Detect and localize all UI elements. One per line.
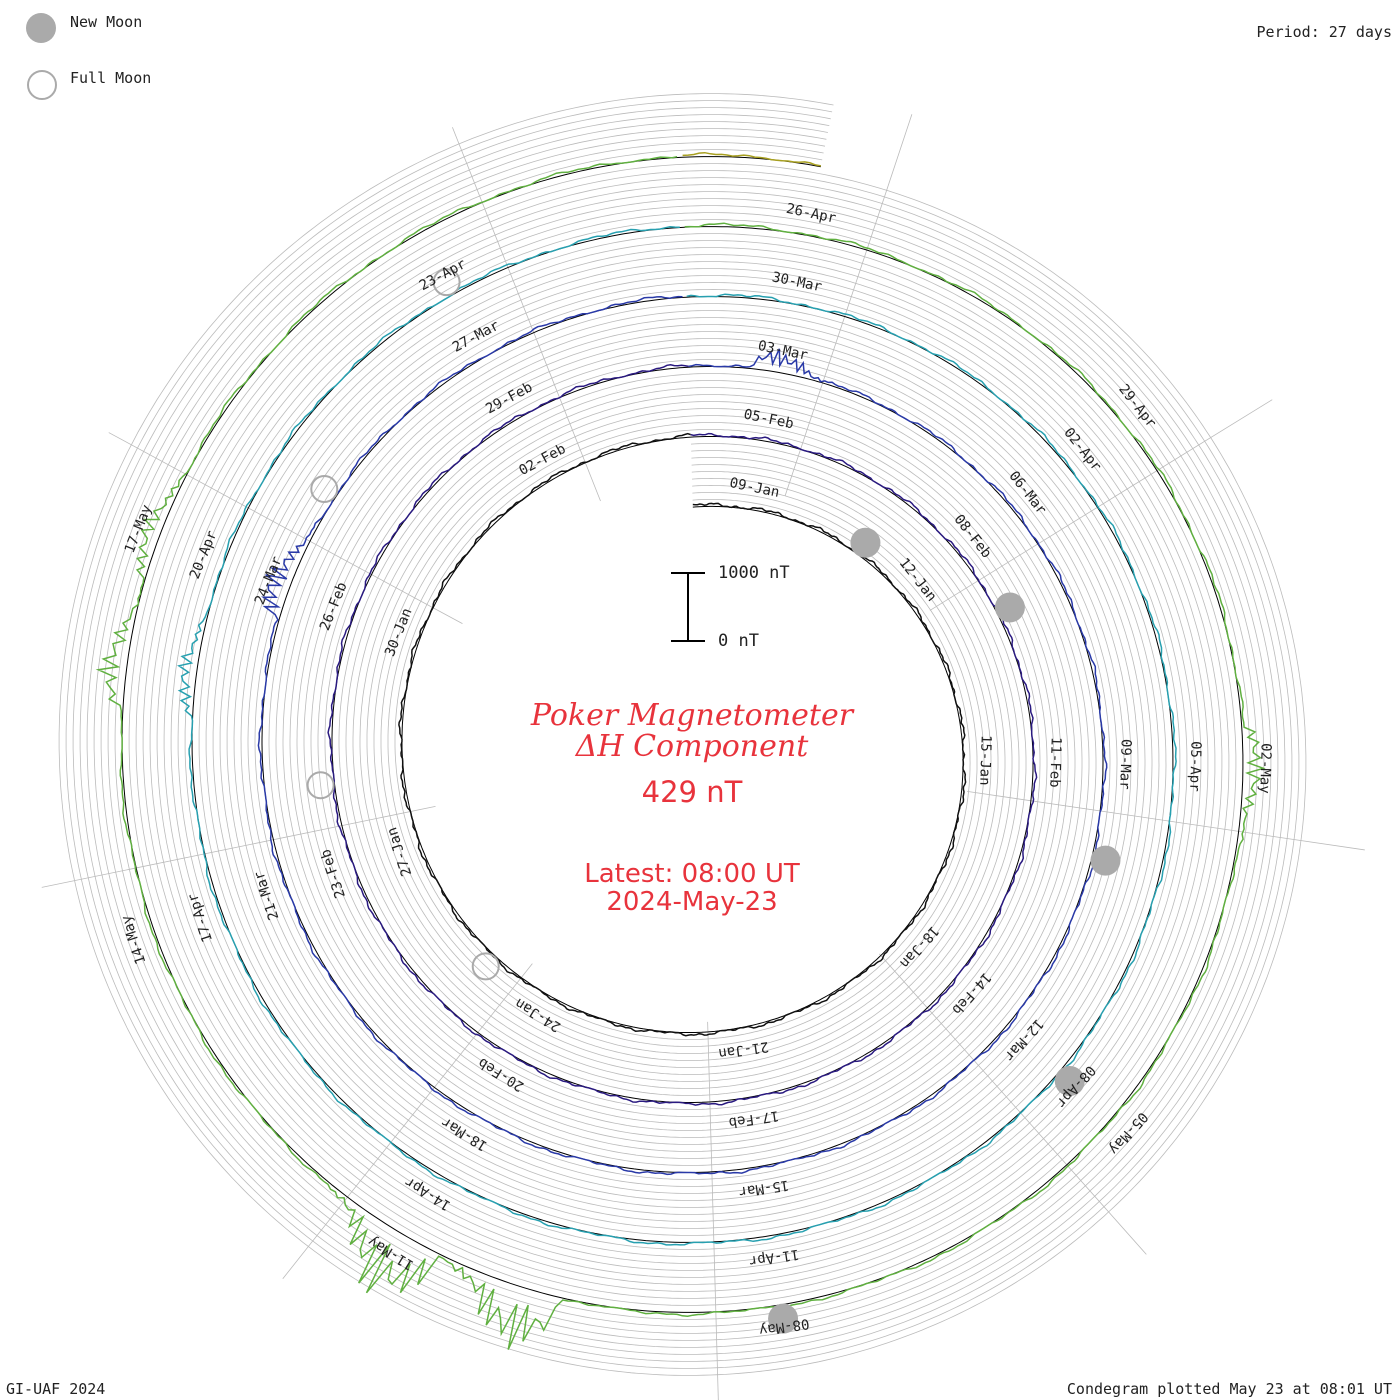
date-tick-label: 02-Feb: [516, 441, 568, 479]
legend-new-moon-label: New Moon: [70, 13, 143, 31]
grid-ring: [72, 107, 1293, 1362]
date-tick-label: 09-Jan: [728, 475, 781, 501]
radial-spoke: [784, 114, 913, 496]
radial-spoke: [282, 963, 533, 1280]
date-tick-label: 17-Apr: [185, 891, 216, 944]
chart-title-line2: ΔH Component: [575, 729, 809, 764]
footer-credit: GI-UAF 2024: [6, 1380, 106, 1398]
date-tick-label: 17-Feb: [728, 1107, 780, 1130]
date-tick-label: 05-Apr: [1186, 741, 1203, 792]
radial-spoke: [879, 953, 1147, 1255]
chart-title: Poker Magnetometer ΔH Component: [392, 700, 992, 762]
footer-plotted-time: Condegram plotted May 23 at 08:01 UT: [1066, 1380, 1392, 1398]
trace-segment: [398, 432, 967, 1037]
date-tick-label: 21-Mar: [251, 869, 282, 922]
date-tick-label: 23-Apr: [417, 256, 469, 294]
date-tick-label: 05-Feb: [742, 406, 795, 432]
grid-ring: [93, 128, 1272, 1341]
date-tick-label: 30-Mar: [771, 269, 824, 295]
new-moon-marker: [994, 592, 1025, 623]
date-tick-label: 27-Mar: [450, 318, 502, 356]
full-moon-marker: [306, 771, 335, 800]
current-value: 429 nT: [641, 775, 743, 809]
trace-segment: [177, 225, 1177, 1246]
date-tick-label: 23-Feb: [318, 847, 349, 900]
date-tick-label: 26-Feb: [317, 580, 351, 633]
radial-spoke: [929, 399, 1273, 611]
latest-date: 2024-May-23: [606, 887, 778, 917]
date-tick-label: 24-Mar: [252, 554, 286, 607]
date-tick-label: 06-Mar: [1005, 468, 1049, 518]
data-trace: [95, 151, 1266, 1350]
date-tick-label: 15-Jan: [976, 735, 993, 786]
trace-segment: [327, 364, 1038, 1106]
date-tick-label: 20-Apr: [187, 528, 221, 581]
trace-segment: [682, 151, 822, 167]
full-moon-marker: [471, 952, 500, 981]
grid-ring: [100, 135, 1265, 1334]
new-moon-marker: [850, 527, 881, 558]
scale-bar: [671, 572, 705, 642]
date-tick-label: 08-May: [758, 1315, 810, 1338]
scale-bottom-label: 0 nT: [718, 631, 759, 651]
date-tick-label: 29-Feb: [483, 379, 535, 417]
date-tick-label: 27-Jan: [384, 825, 415, 878]
date-tick-label: 08-Feb: [951, 512, 995, 562]
radial-spoke: [707, 1021, 719, 1400]
latest-time: Latest: 08:00 UT: [584, 859, 800, 889]
grid-ring: [86, 121, 1279, 1348]
legend-full-moon-label: Full Moon: [70, 69, 152, 87]
grid-ring: [114, 149, 1251, 1320]
date-tick-label: 09-Mar: [1116, 739, 1133, 790]
grid-rings: [58, 93, 1307, 1376]
date-tick-label: 14-Feb: [948, 969, 994, 1017]
date-tick-label: 12-Jan: [896, 555, 940, 605]
date-tick-label: 14-May: [118, 913, 149, 966]
date-tick-label: 02-May: [1256, 743, 1273, 794]
scale-top-label: 1000 nT: [718, 563, 790, 583]
radial-spoke: [452, 127, 601, 502]
date-tick-label: 15-Mar: [738, 1177, 790, 1200]
legend-new-moon-icon: [26, 13, 56, 43]
date-tick-label: 02-Apr: [1060, 425, 1104, 475]
date-tick-label: 30-Jan: [382, 606, 416, 659]
date-tick-label: 21-Jan: [717, 1038, 769, 1061]
latest-timestamp: Latest: 08:00 UT 2024-May-23: [492, 860, 892, 916]
trace-segment: [257, 295, 1108, 1176]
grid-ring: [79, 114, 1286, 1355]
legend-full-moon-icon: [27, 70, 57, 100]
grid-ring: [58, 93, 1307, 1376]
radial-spoke: [41, 805, 436, 888]
date-tick-label: 26-Apr: [785, 201, 838, 227]
full-moon-marker: [432, 268, 461, 297]
date-tick-label: 11-Apr: [748, 1246, 800, 1269]
date-tick-label: 11-Feb: [1046, 737, 1063, 788]
new-moon-marker: [1054, 1065, 1085, 1096]
trace-segment: [95, 155, 1266, 1350]
moon-markers: [306, 268, 1121, 1334]
full-moon-marker: [310, 474, 339, 503]
date-tick-label: 05-May: [1105, 1109, 1151, 1157]
date-tick-label: 14-Apr: [402, 1173, 453, 1213]
date-tick-label: 12-Mar: [1001, 1016, 1047, 1064]
chart-title-line1: Poker Magnetometer: [530, 698, 854, 733]
grid-ring: [107, 142, 1258, 1327]
new-moon-marker: [768, 1303, 799, 1334]
grid-ring: [65, 100, 1300, 1369]
period-label: Period: 27 days: [1256, 23, 1392, 41]
new-moon-marker: [1090, 845, 1121, 876]
radial-spoke: [108, 432, 463, 625]
date-tick-label: 29-Apr: [1115, 381, 1159, 431]
